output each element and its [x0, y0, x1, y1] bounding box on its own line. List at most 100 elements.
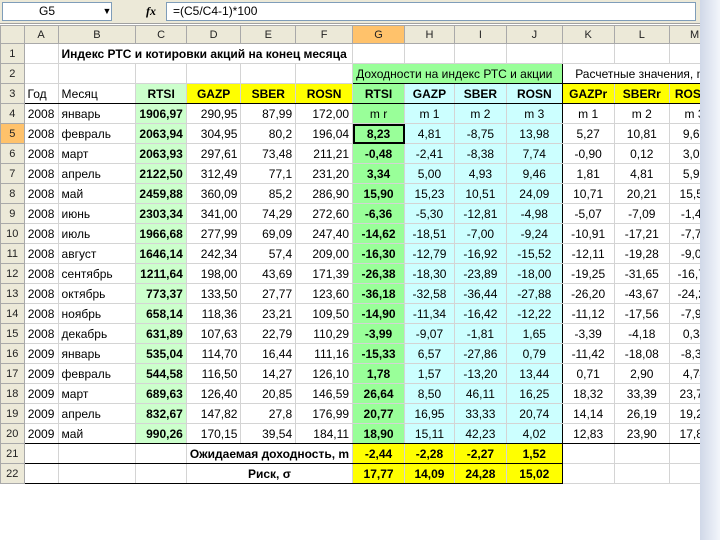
function-icon[interactable]: fx [146, 4, 156, 18]
expected-value[interactable]: -2,28 [404, 443, 455, 464]
data-cell[interactable]: -17,21 [613, 223, 671, 244]
data-cell[interactable]: 8,50 [404, 383, 455, 404]
data-cell[interactable]: 2008 [23, 223, 59, 244]
data-cell[interactable]: 16,95 [404, 403, 455, 424]
data-cell[interactable]: июль [57, 223, 137, 244]
data-cell[interactable]: 2008 [23, 123, 59, 144]
data-cell[interactable]: 9,46 [505, 163, 563, 184]
data-cell[interactable]: 20,77 [352, 403, 405, 424]
data-cell[interactable]: -26,38 [352, 263, 405, 284]
data-cell[interactable]: 5,27 [561, 123, 615, 144]
data-cell[interactable]: 20,85 [240, 383, 297, 404]
row-header-8[interactable]: 8 [0, 183, 25, 204]
data-cell[interactable]: 13,44 [505, 363, 563, 384]
data-cell[interactable]: -15,33 [352, 343, 405, 364]
column-label-месяц[interactable]: Месяц [57, 83, 137, 104]
data-cell[interactable]: 196,04 [295, 123, 354, 144]
data-cell[interactable]: -11,42 [561, 343, 615, 364]
data-cell[interactable]: 114,70 [185, 343, 242, 364]
row-header-13[interactable]: 13 [0, 283, 25, 304]
data-cell[interactable]: 277,99 [185, 223, 242, 244]
data-cell[interactable]: 26,64 [352, 383, 405, 404]
data-cell[interactable]: 172,00 [295, 103, 354, 124]
data-cell[interactable]: 33,33 [453, 403, 507, 424]
row-header-15[interactable]: 15 [0, 323, 25, 344]
data-cell[interactable]: 171,39 [295, 263, 354, 284]
column-label-rtsi[interactable]: RTSI [135, 83, 187, 104]
data-cell[interactable]: 23,21 [240, 303, 297, 324]
data-cell[interactable]: 4,81 [404, 123, 455, 144]
column-header-i[interactable]: I [453, 25, 507, 44]
row-header-10[interactable]: 10 [0, 223, 25, 244]
data-cell[interactable]: -6,36 [352, 203, 405, 224]
data-cell[interactable]: -0,90 [561, 143, 615, 164]
data-cell[interactable]: 0,12 [613, 143, 671, 164]
column-header-d[interactable]: D [185, 25, 242, 44]
cell[interactable] [57, 463, 137, 484]
data-cell[interactable]: 5,00 [404, 163, 455, 184]
data-cell[interactable]: -5,30 [404, 203, 455, 224]
data-cell[interactable]: 2303,34 [135, 203, 187, 224]
data-cell[interactable]: 14,14 [561, 403, 615, 424]
cell[interactable] [23, 43, 59, 64]
data-cell[interactable]: 147,82 [185, 403, 242, 424]
chevron-down-icon[interactable]: ▼ [102, 6, 112, 16]
data-cell[interactable]: -12,81 [453, 203, 507, 224]
data-cell[interactable]: 2009 [23, 423, 59, 444]
data-cell[interactable]: апрель [57, 403, 137, 424]
data-cell[interactable]: январь [57, 343, 137, 364]
data-cell[interactable]: -19,28 [613, 243, 671, 264]
column-header-h[interactable]: H [404, 25, 455, 44]
data-cell[interactable]: -17,56 [613, 303, 671, 324]
data-cell[interactable]: 57,4 [240, 243, 297, 264]
data-cell[interactable]: 23,90 [613, 423, 671, 444]
data-cell[interactable]: 2008 [23, 243, 59, 264]
data-cell[interactable]: 10,51 [453, 183, 507, 204]
data-cell[interactable]: 107,63 [185, 323, 242, 344]
cell[interactable] [135, 63, 187, 84]
data-cell[interactable]: 360,09 [185, 183, 242, 204]
data-cell[interactable]: 109,50 [295, 303, 354, 324]
group-header-calc[interactable]: Расчетные значения, m [561, 63, 720, 84]
column-label-rosn[interactable]: ROSN [505, 83, 563, 104]
data-cell[interactable]: 2008 [23, 203, 59, 224]
select-all-corner[interactable] [0, 25, 25, 44]
data-cell[interactable]: 689,63 [135, 383, 187, 404]
data-cell[interactable]: -16,42 [453, 303, 507, 324]
data-cell[interactable]: 15,23 [404, 183, 455, 204]
data-cell[interactable]: 2008 [23, 263, 59, 284]
data-cell[interactable]: -18,00 [505, 263, 563, 284]
data-cell[interactable]: 272,60 [295, 203, 354, 224]
data-cell[interactable]: 2009 [23, 363, 59, 384]
column-label-gazp[interactable]: GAZP [404, 83, 455, 104]
data-cell[interactable]: -14,62 [352, 223, 405, 244]
data-cell[interactable]: -0,48 [352, 143, 405, 164]
data-cell[interactable]: 304,95 [185, 123, 242, 144]
data-cell[interactable]: 1,78 [352, 363, 405, 384]
row-header-6[interactable]: 6 [0, 143, 25, 164]
data-cell[interactable]: октябрь [57, 283, 137, 304]
cell[interactable] [613, 43, 671, 64]
data-cell[interactable]: 126,10 [295, 363, 354, 384]
cell[interactable] [295, 63, 354, 84]
cell[interactable] [135, 443, 187, 464]
data-cell[interactable]: 341,00 [185, 203, 242, 224]
data-cell[interactable]: -3,99 [352, 323, 405, 344]
data-cell[interactable]: -31,65 [613, 263, 671, 284]
symbol-cell[interactable]: m 2 [453, 103, 507, 124]
data-cell[interactable]: 2008 [23, 143, 59, 164]
data-cell[interactable]: 2009 [23, 343, 59, 364]
column-header-e[interactable]: E [240, 25, 297, 44]
data-cell[interactable]: 18,32 [561, 383, 615, 404]
data-cell[interactable]: 1966,68 [135, 223, 187, 244]
data-cell[interactable]: сентябрь [57, 263, 137, 284]
data-cell[interactable]: -27,88 [505, 283, 563, 304]
data-cell[interactable]: 15,11 [404, 423, 455, 444]
data-cell[interactable]: декабрь [57, 323, 137, 344]
data-cell[interactable]: -13,20 [453, 363, 507, 384]
data-cell[interactable]: 4,93 [453, 163, 507, 184]
data-cell[interactable]: 16,25 [505, 383, 563, 404]
data-cell[interactable]: 297,61 [185, 143, 242, 164]
data-cell[interactable]: -4,98 [505, 203, 563, 224]
data-cell[interactable]: 1211,64 [135, 263, 187, 284]
